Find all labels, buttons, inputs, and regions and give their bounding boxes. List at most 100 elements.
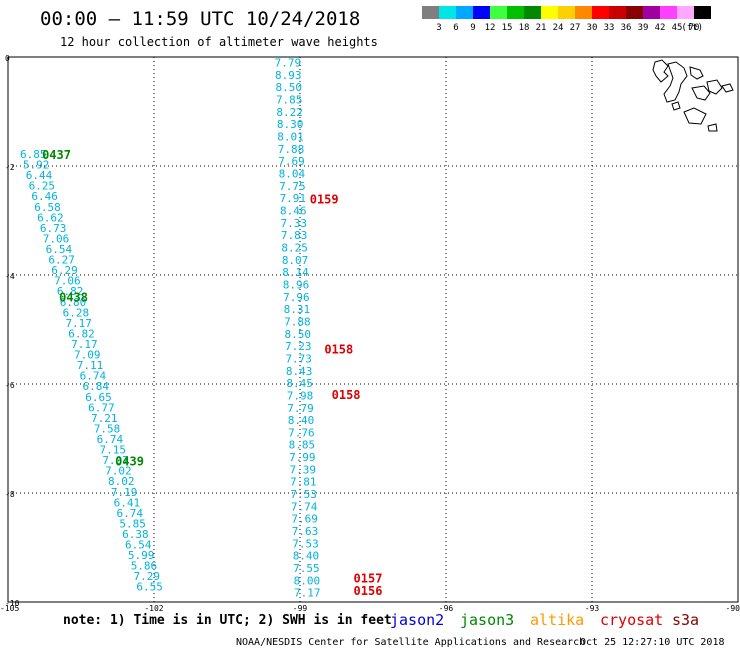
wave-height-value: 7.23 [285, 340, 312, 353]
wave-height-value: 7.81 [290, 476, 317, 489]
wave-height-value: 7.79 [287, 402, 314, 415]
legend-tick-label: 3 [436, 23, 441, 33]
satellite-label: jason2 [390, 611, 444, 629]
wave-height-value: 6.82 [57, 285, 84, 298]
wave-height-value: 7.75 [279, 180, 306, 193]
wave-height-value: 6.58 [34, 201, 61, 214]
wave-height-value: 7.11 [77, 359, 104, 372]
legend-swatch [592, 6, 609, 19]
pass-time-label: 0437 [42, 148, 71, 162]
wave-height-value: 8.14 [282, 266, 309, 279]
wave-height-value: 6.65 [85, 391, 112, 404]
pass-time-label: 0156 [354, 584, 383, 598]
wave-height-value: 6.54 [46, 243, 73, 256]
legend-swatch [558, 6, 575, 19]
legend-tick-label: 36 [621, 23, 632, 33]
longitude-tick-label: -102 [144, 604, 163, 613]
satellite-legend: jason2 jason3 altika cryosat s3a [390, 611, 699, 629]
footer-credit: NOAA/NESDIS Center for Satellite Applica… [236, 637, 585, 648]
legend-tick-label: 30 [587, 23, 598, 33]
pass-time-label: 0158 [324, 343, 353, 357]
wave-height-value: 7.55 [293, 562, 320, 575]
footer-timestamp: Oct 25 12:27:10 UTC 2018 [580, 637, 725, 648]
legend-swatch [524, 6, 541, 19]
wave-height-value: 8.01 [277, 130, 304, 143]
pass-time-label: 0157 [354, 571, 383, 585]
wave-height-value: 7.06 [43, 232, 70, 245]
galapagos-islands-outline [652, 59, 734, 132]
wave-height-value: 6.74 [80, 370, 107, 383]
legend-tick-label: 45 [672, 23, 683, 33]
wave-height-value: 8.25 [281, 241, 308, 254]
latitude-tick-label: -6 [5, 381, 15, 390]
wave-height-value: 7.74 [291, 500, 318, 513]
pass-time-label: 0158 [332, 388, 361, 402]
wave-height-value: 6.62 [37, 211, 64, 224]
legend-swatch [694, 6, 711, 19]
legend-tick-label: 24 [553, 23, 564, 33]
wave-height-value: 5.99 [128, 549, 155, 562]
wave-height-value: 7.99 [289, 451, 316, 464]
wave-height-value: 6.46 [31, 190, 58, 203]
wave-height-value: 7.17 [65, 317, 92, 330]
wave-height-value: 8.40 [293, 550, 320, 563]
wave-height-value: 7.73 [285, 352, 312, 365]
wave-height-value: 6.84 [82, 380, 109, 393]
wave-height-value: 8.00 [294, 574, 321, 587]
legend-swatch [422, 6, 439, 19]
longitude-tick-label: -105 [0, 604, 19, 613]
legend-tick-label: 9 [470, 23, 475, 33]
legend-tick-label: 18 [519, 23, 530, 33]
wave-height-value: 7.19 [111, 486, 138, 499]
wave-height-value: 6.80 [60, 296, 87, 309]
legend-swatch [643, 6, 660, 19]
wave-height-value: 7.63 [292, 525, 319, 538]
wave-height-value: 6.28 [63, 306, 90, 319]
wave-height-value: 7.33 [280, 217, 307, 230]
wave-height-value: 8.45 [286, 377, 313, 390]
wave-height-value: 7.85 [276, 93, 303, 106]
latitude-tick-label: 0 [5, 54, 10, 63]
latitude-tick-label: -10 [5, 599, 20, 608]
altimeter-tracks: 6.855.926.446.256.466.586.626.737.066.54… [20, 56, 320, 599]
legend-tick-label: 15 [502, 23, 513, 33]
wave-height-value: 7.07 [102, 454, 129, 467]
wave-height-value: 8.46 [280, 204, 307, 217]
wave-height-value: 7.88 [284, 315, 311, 328]
wave-height-value: 7.96 [283, 291, 310, 304]
wave-height-value: 7.69 [278, 155, 305, 168]
wave-height-value: 8.31 [284, 303, 311, 316]
pass-time-label: 0438 [59, 290, 88, 304]
wave-height-value: 7.39 [290, 463, 317, 476]
satellite-label: altika [530, 611, 584, 629]
wave-height-value: 6.41 [114, 496, 141, 509]
legend-tick-label: 42 [655, 23, 666, 33]
legend-tick-label: 21 [536, 23, 547, 33]
wave-height-value: 8.50 [275, 81, 302, 94]
legend-swatch [575, 6, 592, 19]
wave-height-value: 8.02 [108, 475, 135, 488]
wave-height-value: 8.43 [286, 365, 313, 378]
legend-swatch [660, 6, 677, 19]
legend-tick-label: 70 [689, 23, 700, 33]
wave-height-value: 7.06 [54, 275, 81, 288]
wave-height-value: 6.74 [97, 433, 124, 446]
page-title: 00:00 – 11:59 UTC 10/24/2018 [40, 8, 360, 30]
wave-height-value: 5.86 [131, 560, 158, 573]
satellite-label: jason3 [460, 611, 514, 629]
wave-height-value: 7.15 [99, 444, 126, 457]
wave-height-value: 8.93 [275, 69, 302, 82]
axis-tick-labels: 0 -2 -4 -6 -8 -10-105 -102 -99 -96 -93 -90 [0, 54, 740, 613]
wave-height-value: 5.85 [119, 517, 146, 530]
wave-height-value: 8.85 [289, 439, 316, 452]
wave-height-value: 7.58 [94, 422, 121, 435]
wave-height-value: 7.91 [280, 192, 307, 205]
pass-time-label: 0439 [115, 454, 144, 468]
wave-height-value: 6.25 [29, 180, 56, 193]
wave-height-value: 7.79 [275, 56, 302, 69]
legend-swatch [609, 6, 626, 19]
wave-height-value: 6.82 [68, 327, 95, 340]
wave-height-value: 7.76 [288, 426, 315, 439]
